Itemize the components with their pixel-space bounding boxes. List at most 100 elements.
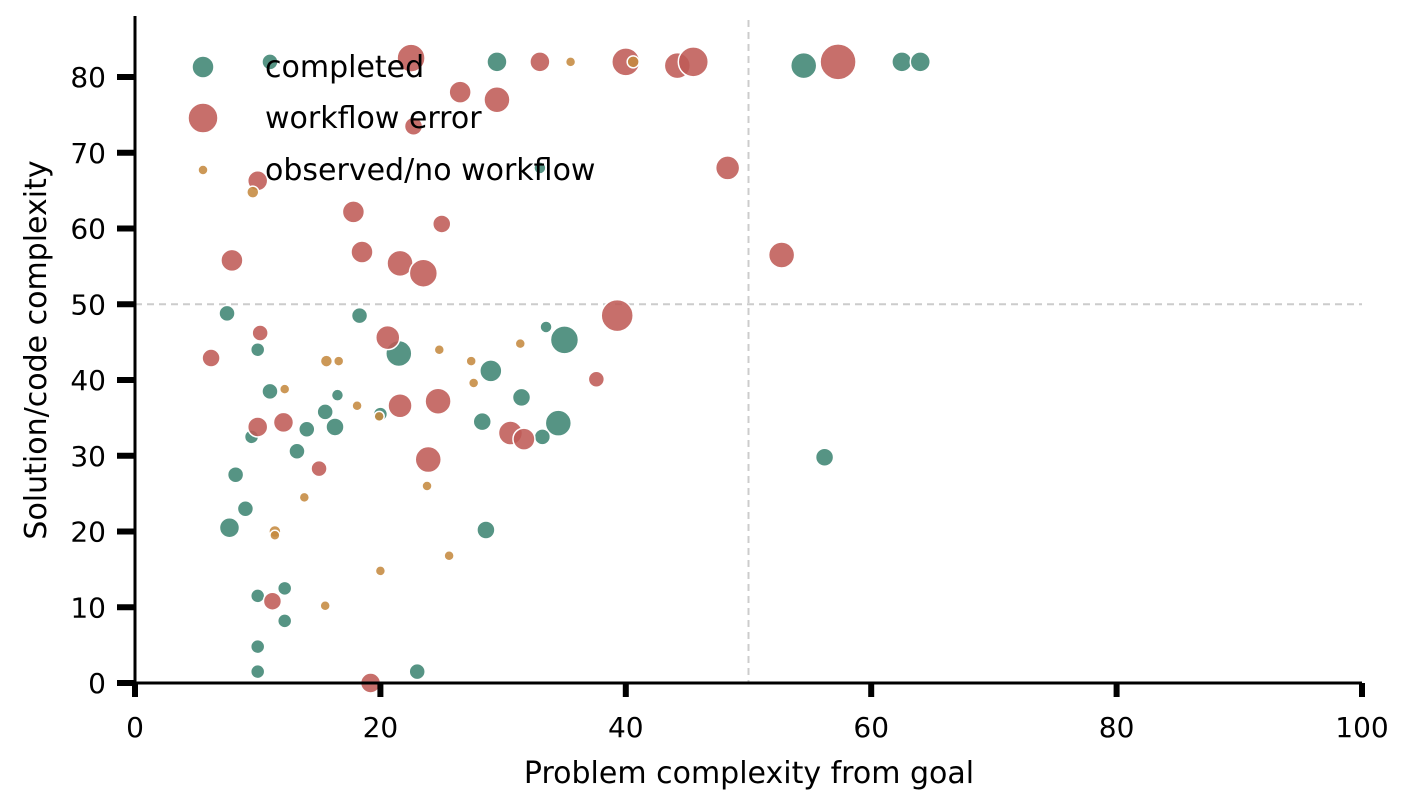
- point-workflow-error: [408, 258, 439, 288]
- legend: completed workflow error observed/no workf…: [187, 50, 595, 188]
- point-observed-no-workflow: [373, 410, 385, 423]
- point-completed: [218, 516, 241, 539]
- legend-label-completed: completed: [265, 50, 424, 85]
- legend-marker-completed: [191, 55, 215, 79]
- point-completed: [226, 465, 245, 484]
- point-completed: [218, 304, 236, 323]
- point-completed: [276, 580, 293, 597]
- point-workflow-error: [714, 155, 741, 181]
- point-completed: [789, 51, 818, 80]
- point-workflow-error: [600, 298, 634, 333]
- legend-label-workflow-error: workflow error: [265, 101, 482, 136]
- point-completed: [814, 447, 835, 468]
- reference-lines: [135, 20, 1362, 683]
- y-tick-label: 10: [70, 591, 106, 624]
- point-completed: [476, 520, 496, 540]
- y-tick-label: 20: [70, 516, 106, 549]
- axes: 0 20 40 60 80 100 0 10 20 30 40 50 60 70 80: [70, 16, 1389, 744]
- x-tick-label: 60: [853, 711, 889, 744]
- point-completed: [533, 428, 552, 446]
- point-completed: [249, 341, 266, 358]
- point-workflow-error: [396, 43, 426, 73]
- point-workflow-error: [483, 85, 511, 114]
- legend-label-observed-no-workflow: observed/no workflow: [265, 153, 595, 188]
- y-axis-title: Solution/code complexity: [19, 160, 54, 539]
- point-observed-no-workflow: [246, 185, 260, 199]
- point-workflow-error: [529, 51, 551, 73]
- point-observed-no-workflow: [421, 480, 433, 492]
- x-tick-label: 20: [363, 711, 399, 744]
- point-completed: [249, 588, 266, 604]
- point-observed-no-workflow: [351, 400, 363, 412]
- point-completed: [479, 359, 503, 383]
- point-completed: [261, 53, 279, 71]
- point-workflow-error: [246, 416, 269, 438]
- point-workflow-error: [350, 240, 374, 264]
- y-tick-label: 50: [70, 288, 106, 321]
- legend-marker-workflow-error: [187, 102, 219, 134]
- point-workflow-error: [512, 427, 536, 451]
- point-completed: [288, 442, 306, 460]
- y-tick-label: 60: [70, 213, 106, 246]
- legend-marker-observed-no-workflow: [197, 164, 209, 176]
- point-completed: [891, 51, 913, 73]
- x-tick-label: 80: [1099, 711, 1135, 744]
- point-workflow-error: [201, 348, 221, 368]
- point-completed: [549, 325, 580, 355]
- point-observed-no-workflow: [332, 355, 345, 367]
- point-workflow-error: [424, 387, 452, 415]
- point-completed: [261, 382, 279, 401]
- point-completed: [486, 51, 508, 73]
- point-completed: [350, 306, 369, 325]
- point-workflow-error: [414, 445, 443, 474]
- x-axis-title: Problem complexity from goal: [524, 756, 974, 791]
- point-completed: [298, 420, 316, 438]
- x-tick-label: 100: [1335, 711, 1388, 744]
- point-completed: [408, 662, 426, 681]
- point-observed-no-workflow: [467, 377, 480, 389]
- point-completed: [330, 388, 345, 402]
- point-workflow-error: [448, 80, 472, 104]
- x-tick-label: 0: [126, 711, 144, 744]
- x-tick-label: 40: [608, 711, 644, 744]
- point-workflow-error: [819, 43, 857, 81]
- y-tick-label: 80: [70, 61, 106, 94]
- point-completed: [472, 411, 492, 432]
- point-workflow-error: [767, 241, 796, 269]
- data-points: [201, 43, 932, 694]
- point-completed: [316, 403, 334, 421]
- point-observed-no-workflow: [319, 354, 334, 368]
- point-completed: [249, 663, 266, 680]
- point-workflow-error: [310, 459, 328, 478]
- point-completed: [909, 51, 932, 73]
- point-workflow-error: [677, 46, 710, 78]
- point-completed: [539, 320, 553, 334]
- point-observed-no-workflow: [278, 383, 291, 395]
- point-workflow-error: [375, 324, 401, 351]
- point-workflow-error: [272, 411, 295, 434]
- point-observed-no-workflow: [514, 337, 527, 350]
- point-completed: [236, 500, 255, 518]
- point-observed-no-workflow: [465, 355, 477, 367]
- point-workflow-error: [587, 370, 606, 388]
- point-completed: [325, 417, 345, 437]
- y-tick-label: 70: [70, 137, 106, 170]
- point-observed-no-workflow: [443, 549, 455, 562]
- y-tick-label: 40: [70, 364, 106, 397]
- point-observed-no-workflow: [626, 55, 640, 69]
- point-observed-no-workflow: [269, 529, 281, 542]
- point-observed-no-workflow: [433, 343, 446, 356]
- point-observed-no-workflow: [564, 56, 577, 68]
- point-completed: [511, 387, 532, 408]
- point-completed: [249, 638, 266, 655]
- point-observed-no-workflow: [374, 565, 387, 577]
- point-workflow-error: [251, 324, 269, 342]
- point-workflow-error: [220, 248, 244, 273]
- point-observed-no-workflow: [298, 491, 311, 504]
- y-tick-label: 30: [70, 440, 106, 473]
- point-completed: [544, 409, 573, 437]
- point-workflow-error: [387, 393, 413, 419]
- point-observed-no-workflow: [319, 599, 331, 612]
- point-workflow-error: [403, 116, 424, 136]
